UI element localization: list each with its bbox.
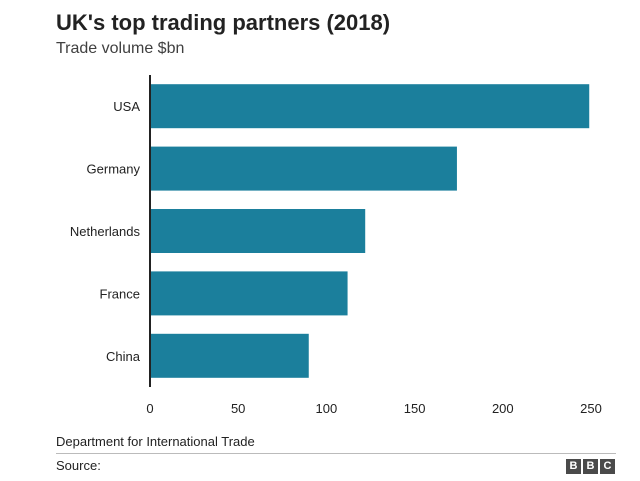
bar-france: [150, 271, 348, 316]
x-tick-label: 200: [492, 401, 514, 416]
bar-usa: [150, 84, 590, 129]
x-tick-label: 0: [146, 401, 153, 416]
bar-germany: [150, 146, 457, 191]
x-tick-label: 250: [580, 401, 602, 416]
chart-subtitle: Trade volume $bn: [56, 40, 185, 57]
source-label: Source:: [56, 458, 101, 473]
category-label: Germany: [87, 162, 141, 177]
bar-china: [150, 333, 309, 378]
category-label: France: [100, 286, 140, 301]
x-tick-label: 150: [404, 401, 426, 416]
bbc-logo-block: B: [583, 459, 598, 474]
chart-title: UK's top trading partners (2018): [56, 10, 391, 35]
bbc-logo-block: B: [566, 459, 581, 474]
category-label: Netherlands: [70, 224, 141, 239]
bar-netherlands: [150, 209, 366, 253]
bbc-logo: B B C: [566, 459, 615, 474]
x-tick-label: 100: [316, 401, 338, 416]
bbc-logo-block: C: [600, 459, 615, 474]
bar-chart: USA Germany Netherlands France China 0 50 100 15…: [70, 75, 602, 416]
footer-divider: [56, 453, 616, 454]
footer-note: Department for International Trade: [56, 434, 255, 449]
category-label: China: [106, 349, 141, 364]
category-label: USA: [113, 99, 140, 114]
x-tick-label: 50: [231, 401, 245, 416]
